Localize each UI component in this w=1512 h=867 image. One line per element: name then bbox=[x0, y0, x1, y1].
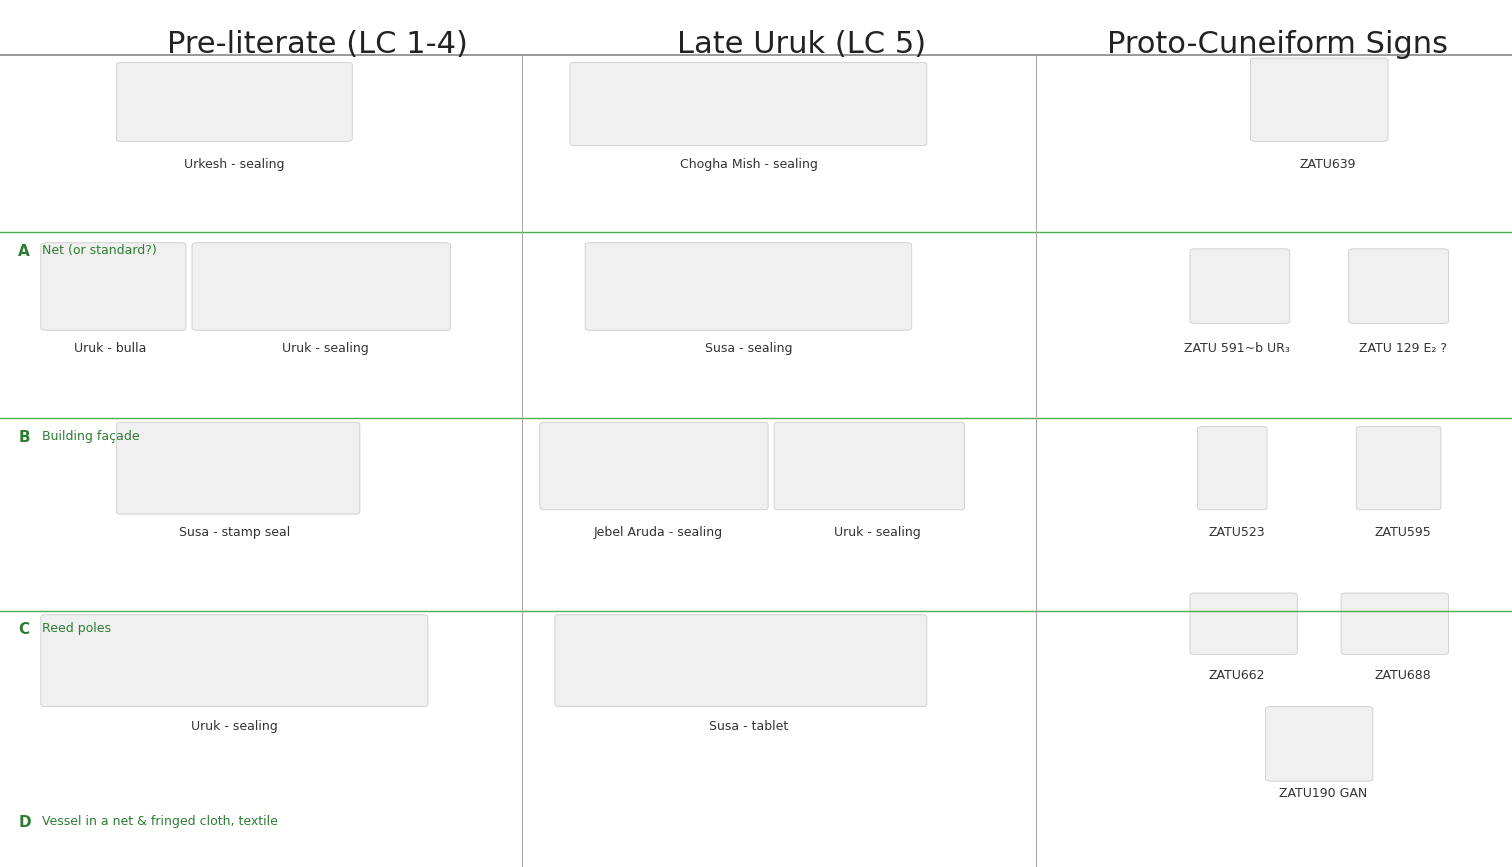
FancyBboxPatch shape bbox=[540, 422, 768, 510]
Text: Urkesh - sealing: Urkesh - sealing bbox=[184, 158, 284, 171]
Text: ZATU523: ZATU523 bbox=[1208, 526, 1266, 539]
Text: Late Uruk (LC 5): Late Uruk (LC 5) bbox=[677, 30, 925, 59]
FancyBboxPatch shape bbox=[774, 422, 965, 510]
Text: Susa - sealing: Susa - sealing bbox=[705, 342, 792, 355]
Text: Reed poles: Reed poles bbox=[42, 622, 112, 635]
Text: Jebel Aruda - sealing: Jebel Aruda - sealing bbox=[593, 526, 723, 539]
FancyBboxPatch shape bbox=[1190, 249, 1290, 323]
FancyBboxPatch shape bbox=[570, 62, 927, 146]
FancyBboxPatch shape bbox=[1356, 427, 1441, 510]
Text: Net (or standard?): Net (or standard?) bbox=[42, 244, 157, 257]
Text: Pre-literate (LC 1-4): Pre-literate (LC 1-4) bbox=[168, 30, 467, 59]
Text: Uruk - sealing: Uruk - sealing bbox=[191, 720, 278, 733]
Text: Chogha Mish - sealing: Chogha Mish - sealing bbox=[679, 158, 818, 171]
FancyBboxPatch shape bbox=[1198, 427, 1267, 510]
Text: Uruk - bulla: Uruk - bulla bbox=[74, 342, 147, 355]
Text: Uruk - sealing: Uruk - sealing bbox=[281, 342, 369, 355]
FancyBboxPatch shape bbox=[1349, 249, 1448, 323]
Text: ZATU 129 E₂ ?: ZATU 129 E₂ ? bbox=[1359, 342, 1447, 355]
Text: Vessel in a net & fringed cloth, textile: Vessel in a net & fringed cloth, textile bbox=[42, 815, 278, 828]
Text: ZATU190 GAN: ZATU190 GAN bbox=[1279, 787, 1367, 800]
Text: Proto-Cuneiform Signs: Proto-Cuneiform Signs bbox=[1107, 30, 1448, 59]
FancyBboxPatch shape bbox=[555, 615, 927, 707]
FancyBboxPatch shape bbox=[1341, 593, 1448, 655]
Text: B: B bbox=[18, 430, 30, 445]
FancyBboxPatch shape bbox=[1190, 593, 1297, 655]
FancyBboxPatch shape bbox=[192, 243, 451, 330]
Text: A: A bbox=[18, 244, 30, 259]
FancyBboxPatch shape bbox=[116, 62, 352, 141]
FancyBboxPatch shape bbox=[116, 422, 360, 514]
Text: ZATU639: ZATU639 bbox=[1299, 158, 1356, 171]
Text: ZATU 591~b UR₃: ZATU 591~b UR₃ bbox=[1184, 342, 1290, 355]
Text: Susa - tablet: Susa - tablet bbox=[709, 720, 788, 733]
FancyBboxPatch shape bbox=[41, 615, 428, 707]
Text: ZATU662: ZATU662 bbox=[1208, 669, 1266, 682]
Text: Susa - stamp seal: Susa - stamp seal bbox=[178, 526, 290, 539]
FancyBboxPatch shape bbox=[41, 243, 186, 330]
Text: ZATU595: ZATU595 bbox=[1374, 526, 1432, 539]
FancyBboxPatch shape bbox=[1250, 58, 1388, 141]
FancyBboxPatch shape bbox=[585, 243, 912, 330]
Text: Uruk - sealing: Uruk - sealing bbox=[833, 526, 921, 539]
Text: Building façade: Building façade bbox=[42, 430, 141, 443]
Text: C: C bbox=[18, 622, 29, 636]
FancyBboxPatch shape bbox=[1266, 707, 1373, 781]
Text: ZATU688: ZATU688 bbox=[1374, 669, 1432, 682]
Text: D: D bbox=[18, 815, 30, 830]
